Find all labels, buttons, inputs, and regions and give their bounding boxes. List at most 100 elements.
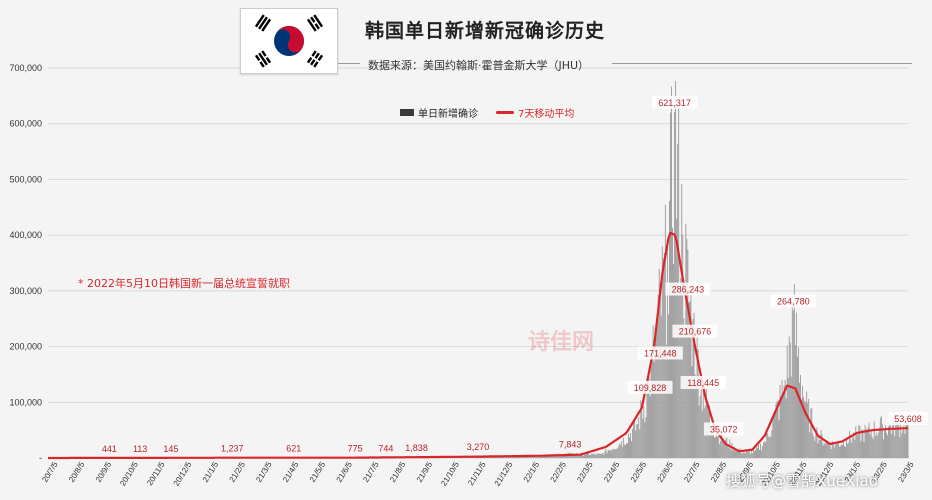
bar — [828, 443, 830, 458]
bar — [834, 444, 836, 458]
bar — [592, 454, 594, 458]
data-label: 1,838 — [405, 443, 428, 453]
bar — [718, 431, 720, 458]
bar — [587, 452, 588, 458]
bar — [613, 449, 615, 458]
bar — [760, 443, 762, 458]
bar — [491, 457, 493, 458]
bar — [611, 449, 613, 458]
bar — [520, 456, 522, 458]
bar — [807, 402, 809, 458]
bar — [586, 453, 587, 458]
bar — [896, 415, 898, 458]
bar — [892, 421, 894, 458]
bar — [713, 424, 714, 458]
bar — [774, 413, 776, 458]
bar — [691, 366, 693, 458]
x-tick-label: 21/7/5 — [361, 460, 381, 484]
bar — [744, 453, 746, 458]
bar — [641, 410, 643, 458]
bar — [870, 430, 872, 458]
bar — [579, 454, 581, 458]
data-label-bg — [651, 95, 698, 109]
legend-line-swatch — [496, 111, 514, 114]
bar — [783, 385, 785, 458]
x-tick-label: 22/5/5 — [629, 460, 649, 484]
bar — [806, 391, 808, 458]
bar — [726, 437, 728, 458]
bar — [777, 399, 779, 458]
bar — [765, 442, 767, 458]
bar — [755, 450, 756, 458]
bar — [710, 427, 712, 458]
bar — [738, 450, 740, 458]
x-tick-label: 21/8/5 — [388, 460, 408, 484]
bar — [898, 421, 900, 458]
bar — [794, 345, 796, 458]
bar — [671, 86, 672, 458]
bar — [725, 439, 727, 458]
x-tick-label: 22/4/5 — [602, 460, 622, 484]
bar — [513, 456, 515, 458]
bar — [548, 455, 550, 458]
bar — [700, 375, 702, 458]
bar — [651, 346, 653, 458]
bar — [889, 421, 891, 458]
bar — [791, 300, 793, 458]
bar — [903, 417, 905, 458]
bar — [816, 427, 818, 458]
bar — [857, 434, 859, 458]
bar — [712, 434, 713, 458]
bar — [773, 412, 775, 458]
data-label: 3,270 — [467, 442, 490, 452]
bar — [790, 376, 792, 458]
bar — [786, 345, 788, 458]
bar — [849, 431, 851, 458]
bar — [598, 453, 600, 458]
bar — [895, 421, 897, 458]
bar — [619, 445, 621, 458]
bar — [620, 441, 622, 458]
bar — [721, 429, 723, 458]
bar — [885, 425, 886, 458]
bar — [723, 438, 725, 458]
bar — [887, 435, 888, 458]
bar — [740, 453, 742, 458]
bar — [787, 377, 789, 458]
bar — [743, 452, 745, 458]
bar — [753, 451, 755, 458]
bar — [763, 442, 765, 458]
bar — [859, 425, 861, 458]
bar — [536, 456, 538, 458]
bar — [680, 278, 682, 458]
bar — [729, 439, 731, 458]
bar — [805, 402, 807, 458]
x-tick-label: 22/6/5 — [656, 460, 676, 484]
bar — [690, 293, 692, 458]
data-label: 145 — [163, 444, 178, 454]
bar — [571, 454, 573, 458]
bar — [863, 441, 865, 458]
x-tick-label: 20/7/5 — [40, 460, 60, 484]
bar — [686, 238, 688, 458]
bar — [727, 446, 729, 458]
data-label-bg — [665, 282, 711, 296]
data-label-bg — [627, 380, 673, 394]
bar — [512, 457, 514, 458]
bar — [636, 424, 638, 458]
bar — [748, 451, 750, 458]
bar — [854, 439, 856, 458]
data-label-bg — [637, 346, 683, 360]
bar — [846, 438, 848, 458]
bar — [904, 433, 906, 458]
bar — [799, 382, 800, 458]
bar — [868, 422, 870, 458]
bar — [714, 437, 715, 458]
bar — [818, 435, 820, 458]
bar — [687, 249, 689, 458]
x-tick-label: 21/10/5 — [439, 460, 461, 488]
data-label: 621 — [286, 444, 301, 454]
legend-line-label: 7天移动平均 — [518, 109, 575, 120]
data-label-bg — [888, 412, 928, 426]
bar — [616, 448, 618, 458]
